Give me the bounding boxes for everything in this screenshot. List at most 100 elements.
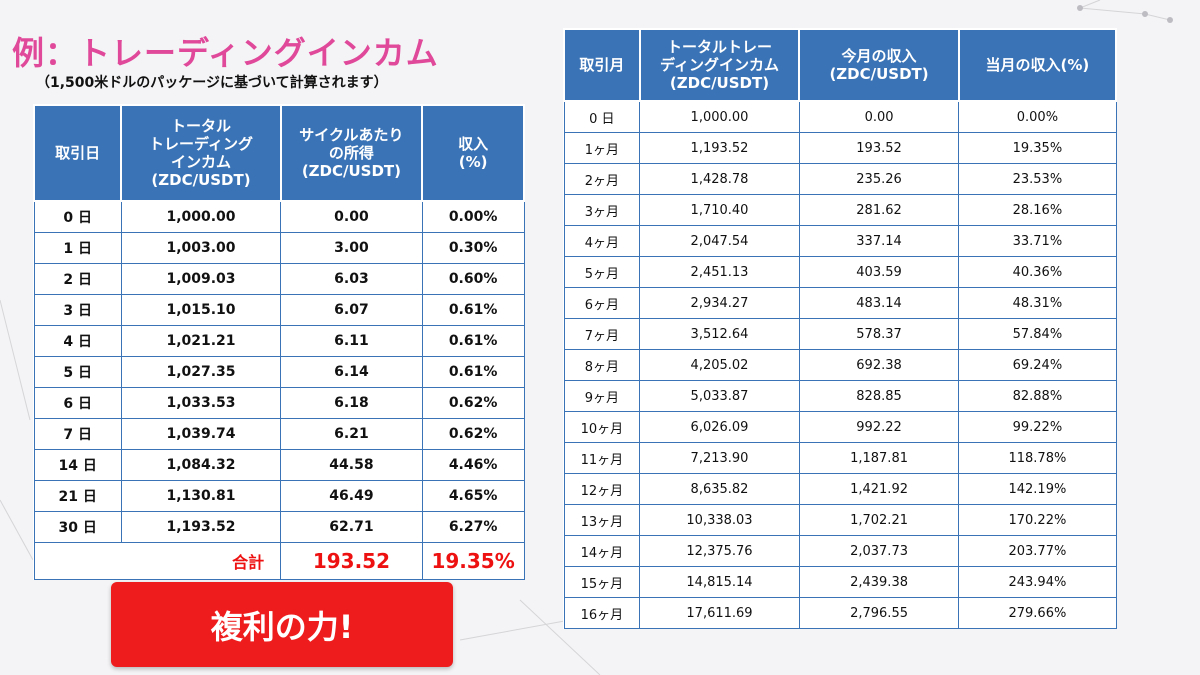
table-row: 2 日 1,009.03 6.03 0.60%: [33, 263, 525, 295]
table-row: 0 日 1,000.00 0.00 0.00%: [33, 200, 525, 233]
cell-period: 0 日: [563, 100, 641, 133]
cell-total-income: 10,338.03: [639, 504, 800, 536]
column-header-monthly-percent: 当月の収入(%): [957, 28, 1118, 102]
cell-total-income: 1,009.03: [120, 263, 282, 295]
cell-percent: 118.78%: [958, 442, 1117, 474]
column-header-cycle-income: サイクルあたり の所得 (ZDC/USDT): [279, 104, 424, 202]
table-row: 6 日 1,033.53 6.18 0.62%: [33, 387, 525, 419]
cell-income: 6.03: [280, 263, 423, 295]
cell-percent: 0.61%: [421, 356, 525, 388]
table-row: 5ヶ月 2,451.13 403.59 40.36%: [563, 256, 1117, 288]
table-row: 30 日 1,193.52 62.71 6.27%: [33, 511, 525, 543]
daily-income-table: 取引日 トータル トレーディング インカム (ZDC/USDT) サイクルあたり の所得…: [32, 104, 525, 580]
cell-percent: 82.88%: [958, 380, 1117, 412]
cell-total-income: 3,512.64: [639, 318, 800, 350]
cell-total-income: 1,428.78: [639, 163, 800, 195]
cell-income: 2,037.73: [798, 535, 960, 567]
table-row: 2ヶ月 1,428.78 235.26 23.53%: [563, 163, 1117, 195]
table-row: 9ヶ月 5,033.87 828.85 82.88%: [563, 380, 1117, 412]
cell-percent: 0.61%: [421, 325, 525, 357]
cell-total-income: 14,815.14: [639, 566, 800, 598]
cell-percent: 0.61%: [421, 294, 525, 326]
cell-percent: 57.84%: [958, 318, 1117, 350]
table-row: 21 日 1,130.81 46.49 4.65%: [33, 480, 525, 512]
cell-total-income: 17,611.69: [639, 597, 800, 629]
total-row: 合計 193.52 19.35%: [33, 542, 525, 580]
cell-total-income: 1,003.00: [120, 232, 282, 264]
total-label: 合計: [33, 542, 282, 580]
cell-percent: 279.66%: [958, 597, 1117, 629]
cell-income: 828.85: [798, 380, 960, 412]
cell-total-income: 8,635.82: [639, 473, 800, 505]
table-row: 3ヶ月 1,710.40 281.62 28.16%: [563, 194, 1117, 226]
table-row: 11ヶ月 7,213.90 1,187.81 118.78%: [563, 442, 1117, 474]
column-header-month: 取引月: [563, 28, 641, 102]
cell-total-income: 1,193.52: [639, 132, 800, 164]
cell-period: 6 日: [33, 387, 122, 419]
cell-percent: 0.62%: [421, 418, 525, 450]
cell-income: 578.37: [798, 318, 960, 350]
cell-period: 5ヶ月: [563, 256, 641, 288]
cell-period: 30 日: [33, 511, 122, 543]
page-title: 例：トレーディングインカム: [12, 34, 439, 72]
cell-total-income: 1,033.53: [120, 387, 282, 419]
cell-percent: 40.36%: [958, 256, 1117, 288]
cell-period: 13ヶ月: [563, 504, 641, 536]
cell-percent: 170.22%: [958, 504, 1117, 536]
monthly-income-table: 取引月 トータルトレー ディングインカム (ZDC/USDT) 今月の収入 (ZDC/…: [563, 28, 1118, 629]
cell-period: 7ヶ月: [563, 318, 641, 350]
cell-percent: 4.46%: [421, 449, 525, 481]
cell-income: 281.62: [798, 194, 960, 226]
cell-income: 2,439.38: [798, 566, 960, 598]
cell-period: 7 日: [33, 418, 122, 450]
column-header-total-income: トータルトレーディングインカム(ZDC/USDT): [120, 104, 282, 202]
cell-income: 992.22: [798, 411, 960, 443]
cell-income: 62.71: [280, 511, 423, 543]
cell-percent: 0.00%: [958, 100, 1117, 133]
cell-total-income: 1,039.74: [120, 418, 282, 450]
column-header-total-income: トータルトレーディングインカム(ZDC/USDT): [638, 28, 801, 102]
cell-income: 3.00: [280, 232, 423, 264]
cell-period: 11ヶ月: [563, 442, 641, 474]
table-header-row: 取引日 トータル トレーディング インカム (ZDC/USDT) サイクルあたり の所得…: [32, 104, 525, 202]
table-row: 6ヶ月 2,934.27 483.14 48.31%: [563, 287, 1117, 319]
cell-total-income: 7,213.90: [639, 442, 800, 474]
cell-period: 0 日: [33, 200, 122, 233]
cell-income: 1,421.92: [798, 473, 960, 505]
cell-income: 0.00: [798, 100, 960, 133]
table-row: 3 日 1,015.10 6.07 0.61%: [33, 294, 525, 326]
table-header-row: 取引月 トータルトレー ディングインカム (ZDC/USDT) 今月の収入 (ZDC/…: [563, 28, 1118, 102]
cell-total-income: 1,015.10: [120, 294, 282, 326]
cell-income: 2,796.55: [798, 597, 960, 629]
cell-income: 6.07: [280, 294, 423, 326]
cell-income: 193.52: [798, 132, 960, 164]
cell-percent: 0.60%: [421, 263, 525, 295]
cell-period: 1ヶ月: [563, 132, 641, 164]
cell-percent: 19.35%: [958, 132, 1117, 164]
table-row: 4ヶ月 2,047.54 337.14 33.71%: [563, 225, 1117, 257]
cell-income: 692.38: [798, 349, 960, 381]
cell-period: 2 日: [33, 263, 122, 295]
table-row: 5 日 1,027.35 6.14 0.61%: [33, 356, 525, 388]
cell-total-income: 5,033.87: [639, 380, 800, 412]
cell-total-income: 4,205.02: [639, 349, 800, 381]
page-subtitle: （1,500米ドルのパッケージに基づいて計算されます）: [36, 75, 388, 91]
cell-period: 6ヶ月: [563, 287, 641, 319]
table-row: 16ヶ月 17,611.69 2,796.55 279.66%: [563, 597, 1117, 629]
cell-total-income: 6,026.09: [639, 411, 800, 443]
cell-income: 483.14: [798, 287, 960, 319]
cell-income: 235.26: [798, 163, 960, 195]
table-row: 15ヶ月 14,815.14 2,439.38 243.94%: [563, 566, 1117, 598]
cell-period: 9ヶ月: [563, 380, 641, 412]
cell-percent: 142.19%: [958, 473, 1117, 505]
cell-income: 403.59: [798, 256, 960, 288]
compound-power-button[interactable]: 複利の力!: [111, 582, 453, 667]
cell-percent: 28.16%: [958, 194, 1117, 226]
cell-percent: 48.31%: [958, 287, 1117, 319]
cell-total-income: 1,000.00: [120, 200, 282, 233]
cell-total-income: 1,130.81: [120, 480, 282, 512]
cell-total-income: 1,710.40: [639, 194, 800, 226]
cell-total-income: 2,934.27: [639, 287, 800, 319]
cell-period: 1 日: [33, 232, 122, 264]
cell-period: 21 日: [33, 480, 122, 512]
